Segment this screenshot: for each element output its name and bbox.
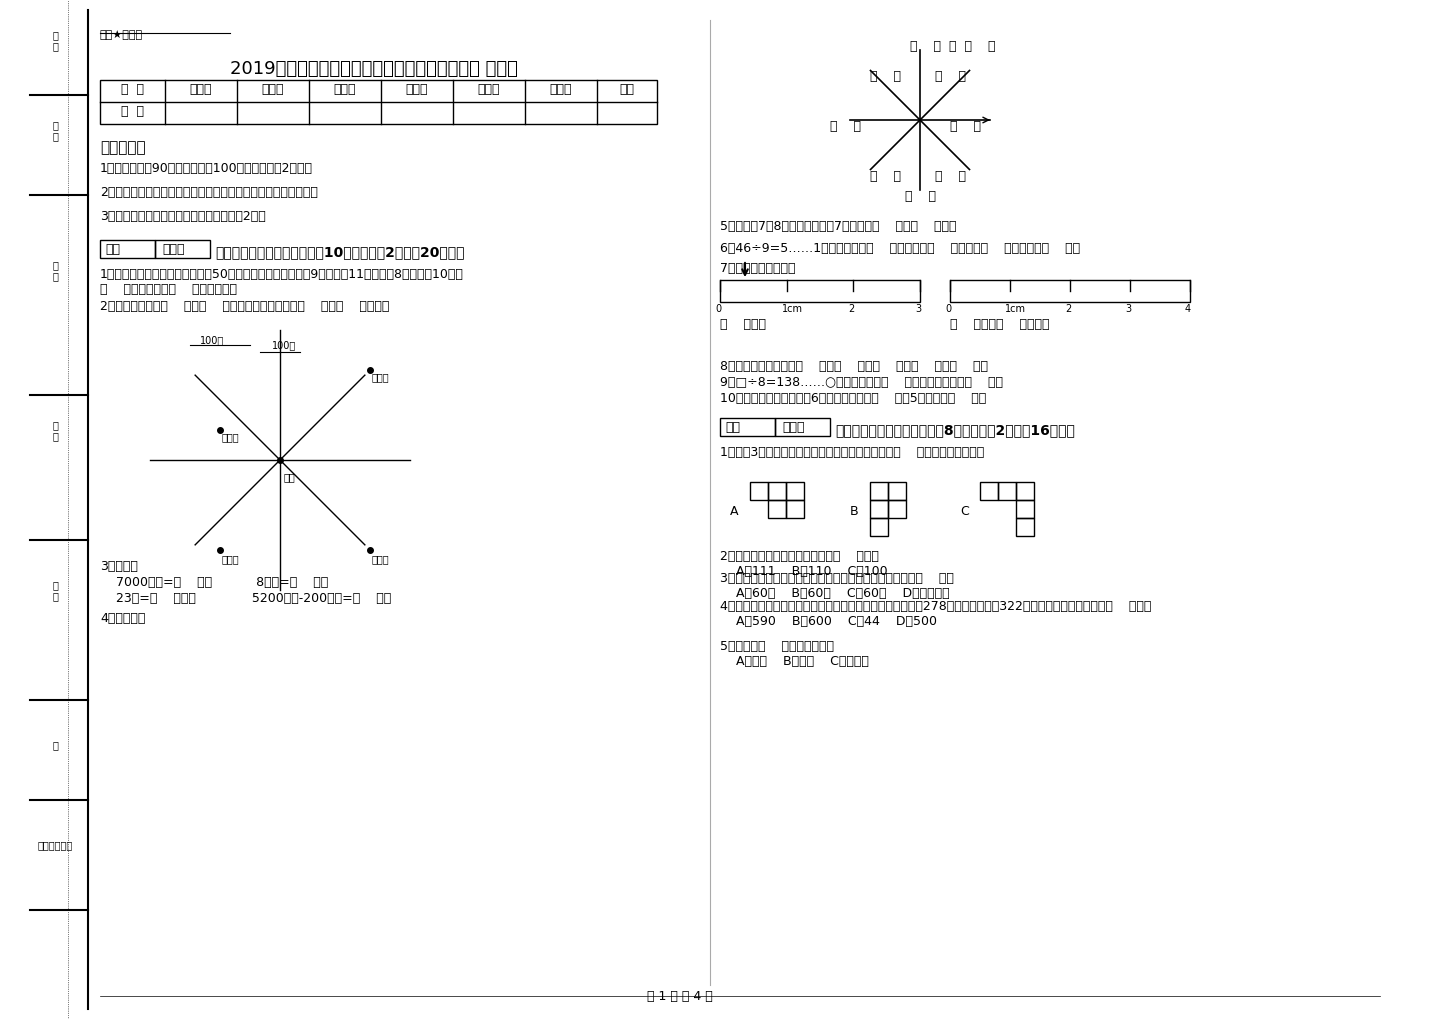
Text: 3、换算。: 3、换算。 (100, 560, 137, 573)
Text: （    ）: （ ） (949, 120, 981, 133)
Text: 8、常用的长度单位有（    ）、（    ）、（    ）、（    ）、（    ）。: 8、常用的长度单位有（ ）、（ ）、（ ）、（ ）、（ ）。 (720, 360, 988, 373)
Text: 考试须知：: 考试须知： (100, 140, 146, 155)
Text: 2、最大的三位数是最大一位数的（    ）倍。
    A、111    B、110    C、100: 2、最大的三位数是最大一位数的（ ）倍。 A、111 B、110 C、100 (720, 550, 887, 578)
Text: 1cm: 1cm (1006, 304, 1026, 314)
Text: 0: 0 (945, 304, 951, 314)
Bar (870, 518, 889, 536)
Bar (980, 482, 998, 500)
Text: 小明家: 小明家 (371, 372, 390, 382)
Text: 得  分: 得 分 (121, 105, 144, 118)
Bar (155, 240, 210, 258)
Text: 3、时针从上一个数字到相邻的下一个数字，经过的时间是（    ）。
    A、60秒    B、60分    C、60时    D、无法确定: 3、时针从上一个数字到相邻的下一个数字，经过的时间是（ ）。 A、60秒 B、6… (720, 572, 954, 600)
Bar (750, 482, 767, 500)
Text: 班
级: 班 级 (52, 420, 58, 441)
Text: A: A (730, 505, 738, 518)
Text: 得分: 得分 (105, 243, 120, 256)
Bar (1016, 500, 1035, 518)
Bar (786, 482, 803, 500)
Text: 9、□÷8=138……○，余数最大填（    ），这时被除数是（    ）。: 9、□÷8=138……○，余数最大填（ ），这时被除数是（ ）。 (720, 376, 1003, 389)
Text: 1、下列3个图形中，每个小正方形都一样大，那么（    ）图形的周长最长。: 1、下列3个图形中，每个小正方形都一样大，那么（ ）图形的周长最长。 (720, 446, 984, 459)
Bar (1016, 518, 1035, 536)
Bar (949, 280, 1191, 302)
Text: 5、四边形（    ）平行四边形。
    A、一定    B、可能    C、不可能: 5、四边形（ ）平行四边形。 A、一定 B、可能 C、不可能 (720, 640, 868, 668)
Text: 小明家: 小明家 (371, 554, 390, 564)
Text: 3: 3 (1126, 304, 1131, 314)
Bar (1016, 482, 1035, 500)
Text: 石: 石 (52, 740, 58, 750)
Text: （    ）: （ ） (905, 190, 936, 203)
Text: （    ）: （ ） (870, 170, 902, 183)
Text: 综合题: 综合题 (478, 83, 500, 96)
Bar (100, 240, 155, 258)
Bar (100, 81, 657, 124)
Text: 3、不要在试卷上乱写乱画，卷面不整洁扣2分。: 3、不要在试卷上乱写乱画，卷面不整洁扣2分。 (100, 210, 266, 223)
Text: 学
号: 学 号 (52, 120, 58, 142)
Text: B: B (850, 505, 858, 518)
Text: 2、小红家在学校（    ）方（    ）米处；小明家在学校（    ）方（    ）米处。: 2、小红家在学校（ ）方（ ）米处；小明家在学校（ ）方（ ）米处。 (100, 300, 389, 313)
Text: 学校: 学校 (285, 472, 296, 482)
Text: 学
校: 学 校 (52, 580, 58, 601)
Text: 4: 4 (1185, 304, 1191, 314)
Text: 姓
名: 姓 名 (52, 260, 58, 281)
Text: 总分: 总分 (620, 83, 634, 96)
Bar (870, 482, 889, 500)
Bar (786, 500, 803, 518)
Bar (720, 418, 775, 436)
Text: 小红家: 小红家 (223, 432, 240, 442)
Text: 100米: 100米 (199, 335, 224, 345)
Text: 二、反复比较，慎重选择（共8小题，每题2分，共16分）。: 二、反复比较，慎重选择（共8小题，每题2分，共16分）。 (835, 423, 1075, 437)
Text: 23吨=（    ）千克              5200千克-200千克=（    ）吨: 23吨=（ ）千克 5200千克-200千克=（ ）吨 (100, 592, 392, 605)
Text: 题  号: 题 号 (121, 83, 144, 96)
Text: 100米: 100米 (272, 340, 296, 350)
Text: 7、量出钉子的长度。: 7、量出钉子的长度。 (720, 262, 796, 275)
Bar (889, 482, 906, 500)
Text: （    ）: （ ） (870, 70, 902, 83)
Bar (870, 500, 889, 518)
Text: 题
号: 题 号 (52, 30, 58, 52)
Text: 3: 3 (915, 304, 920, 314)
Text: 第 1 页 共 4 页: 第 1 页 共 4 页 (647, 990, 712, 1003)
Text: 评卷人: 评卷人 (782, 421, 805, 434)
Text: （    ）  北  （    ）: （ ） 北 （ ） (910, 40, 996, 53)
Text: 4、填一填。: 4、填一填。 (100, 612, 146, 625)
Text: （    ）毫米: （ ）毫米 (720, 318, 766, 331)
Text: 小明家: 小明家 (223, 554, 240, 564)
Bar (775, 418, 829, 436)
Text: 10、把一根绳子平均分成6份，每份是它的（    ），5份是它的（    ）。: 10、把一根绳子平均分成6份，每份是它的（ ），5份是它的（ ）。 (720, 392, 987, 405)
Text: 1、考试时间：90分钟，满分为100分（含卷面分2分）。: 1、考试时间：90分钟，满分为100分（含卷面分2分）。 (100, 162, 314, 175)
Text: 2: 2 (1065, 304, 1071, 314)
Bar (767, 500, 786, 518)
Text: 应用题: 应用题 (549, 83, 572, 96)
Text: 2: 2 (848, 304, 854, 314)
Text: 1、体育老师对第一小组同学进行50米跑测试，成绩如下小红9秒，小丽11秒，小明8秒，小军10秒。
（    ）跑得最快，（    ）跑得最慢。: 1、体育老师对第一小组同学进行50米跑测试，成绩如下小红9秒，小丽11秒，小明8… (100, 268, 464, 296)
Text: 填空题: 填空题 (189, 83, 212, 96)
Text: （    ）: （ ） (935, 170, 967, 183)
Text: 计算题: 计算题 (406, 83, 428, 96)
Text: 0: 0 (715, 304, 721, 314)
Text: 2019年实验小学三年级数学下学期第九单元试题 含答案: 2019年实验小学三年级数学下学期第九单元试题 含答案 (230, 60, 517, 78)
Text: 4、广州新电视塔是广州市目前最高的建筑，它比中信大厦高278米。中信大厦高322米，那么广州新电视塔高（    ）米。
    A、590    B、600  : 4、广州新电视塔是广州市目前最高的建筑，它比中信大厦高278米。中信大厦高322… (720, 600, 1152, 628)
Bar (889, 500, 906, 518)
Text: 绝密★启用前: 绝密★启用前 (100, 30, 143, 40)
Text: 7000千克=（    ）吨           8千克=（    ）克: 7000千克=（ ）吨 8千克=（ ）克 (100, 576, 328, 589)
Text: 乡镇（街道）: 乡镇（街道） (38, 840, 72, 850)
Text: （    ）: （ ） (935, 70, 967, 83)
Bar (767, 482, 786, 500)
Text: 2、请首先按要求在试卷的指定位置填写您的姓名、班级、学号。: 2、请首先按要求在试卷的指定位置填写您的姓名、班级、学号。 (100, 186, 318, 199)
Text: 6、46÷9=5……1中，被除数是（    ），除数是（    ），商是（    ），余数是（    ）。: 6、46÷9=5……1中，被除数是（ ），除数是（ ），商是（ ），余数是（ ）… (720, 242, 1079, 255)
Text: （    ）厘米（    ）毫米。: （ ）厘米（ ）毫米。 (949, 318, 1049, 331)
Text: 一、用心思考，正确填空（共10小题，每题2分，共20分）。: 一、用心思考，正确填空（共10小题，每题2分，共20分）。 (215, 245, 464, 259)
Bar (998, 482, 1016, 500)
Text: （    ）: （ ） (829, 120, 861, 133)
Text: 得分: 得分 (725, 421, 740, 434)
Text: 1cm: 1cm (782, 304, 802, 314)
Text: 选择题: 选择题 (262, 83, 285, 96)
Text: C: C (959, 505, 968, 518)
Text: 5、时针在7和8之间，分针指向7，这时是（    ）时（    ）分。: 5、时针在7和8之间，分针指向7，这时是（ ）时（ ）分。 (720, 220, 957, 233)
Bar (720, 280, 920, 302)
Text: 评卷人: 评卷人 (162, 243, 185, 256)
Text: 判断题: 判断题 (334, 83, 357, 96)
